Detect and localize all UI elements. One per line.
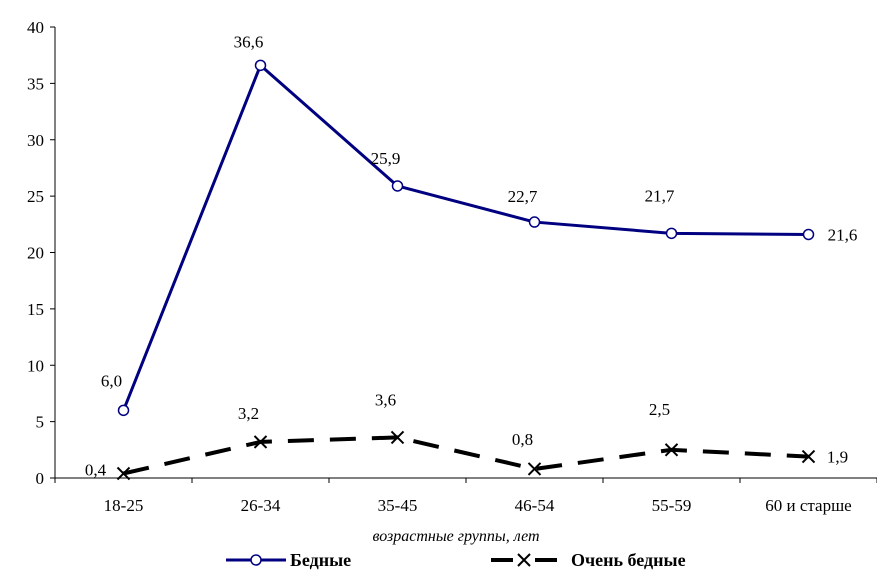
data-point [802, 228, 815, 241]
data-label: 3,2 [238, 404, 259, 423]
legend-item-2: Очень бедные [491, 550, 686, 570]
data-label: 2,5 [649, 400, 670, 419]
legend: Бедные Очень бедные [226, 550, 686, 570]
series-2 [116, 430, 816, 481]
data-point [390, 430, 405, 445]
y-tick-label: 25 [27, 187, 44, 206]
data-point [665, 227, 678, 240]
data-labels: 6,0 36,6 25,9 22,7 21,7 21,6 0,4 3,2 3,6 0,8 2,5 1,… [85, 32, 858, 479]
data-point [254, 59, 267, 72]
series-layer [116, 59, 816, 481]
data-point [527, 462, 542, 476]
series-line [122, 63, 809, 411]
data-point [391, 180, 404, 192]
y-tick-label: 10 [27, 356, 44, 375]
legend-label: Очень бедные [571, 550, 686, 570]
data-point [801, 449, 816, 464]
data-label: 1,9 [827, 448, 848, 467]
x-tick-label: 35-45 [378, 496, 418, 515]
series-line [123, 435, 809, 476]
legend-label: Бедные [290, 550, 351, 570]
x-tick-label: 46-54 [515, 496, 555, 515]
data-label: 36,6 [234, 32, 264, 51]
data-label: 3,6 [375, 390, 396, 409]
data-label: 21,6 [828, 225, 858, 244]
data-label: 6,0 [101, 371, 122, 390]
legend-marker [517, 553, 531, 567]
x-tick-label: 18-25 [104, 496, 144, 515]
data-label: 21,7 [645, 186, 675, 205]
x-axis-title: возрастные группы, лет [372, 528, 539, 545]
data-label: 22,7 [508, 187, 538, 206]
y-tick-label: 15 [27, 300, 44, 319]
axes: 0 5 10 15 20 25 30 35 40 18-25 26-34 35-45 46-54 55-5… [27, 18, 877, 515]
y-tick-label: 35 [27, 74, 44, 93]
data-point [253, 435, 268, 449]
y-tick-label: 30 [27, 131, 44, 150]
x-tick-label: 55-59 [652, 496, 692, 515]
y-tick-label: 20 [27, 244, 44, 263]
data-point [117, 404, 130, 417]
legend-item-1: Бедные [226, 550, 351, 570]
data-label: 25,9 [371, 149, 401, 168]
x-tick-label: 60 и старше [765, 496, 851, 515]
series-1 [117, 59, 815, 417]
y-tick-label: 5 [36, 413, 45, 432]
data-point [528, 216, 541, 228]
data-label: 0,4 [85, 460, 107, 479]
y-tick-label: 0 [36, 469, 45, 488]
y-tick-label: 40 [27, 18, 44, 37]
data-point [664, 443, 679, 457]
legend-marker [250, 554, 262, 566]
data-point [116, 466, 131, 481]
data-label: 0,8 [512, 430, 533, 449]
x-tick-label: 26-34 [241, 496, 281, 515]
